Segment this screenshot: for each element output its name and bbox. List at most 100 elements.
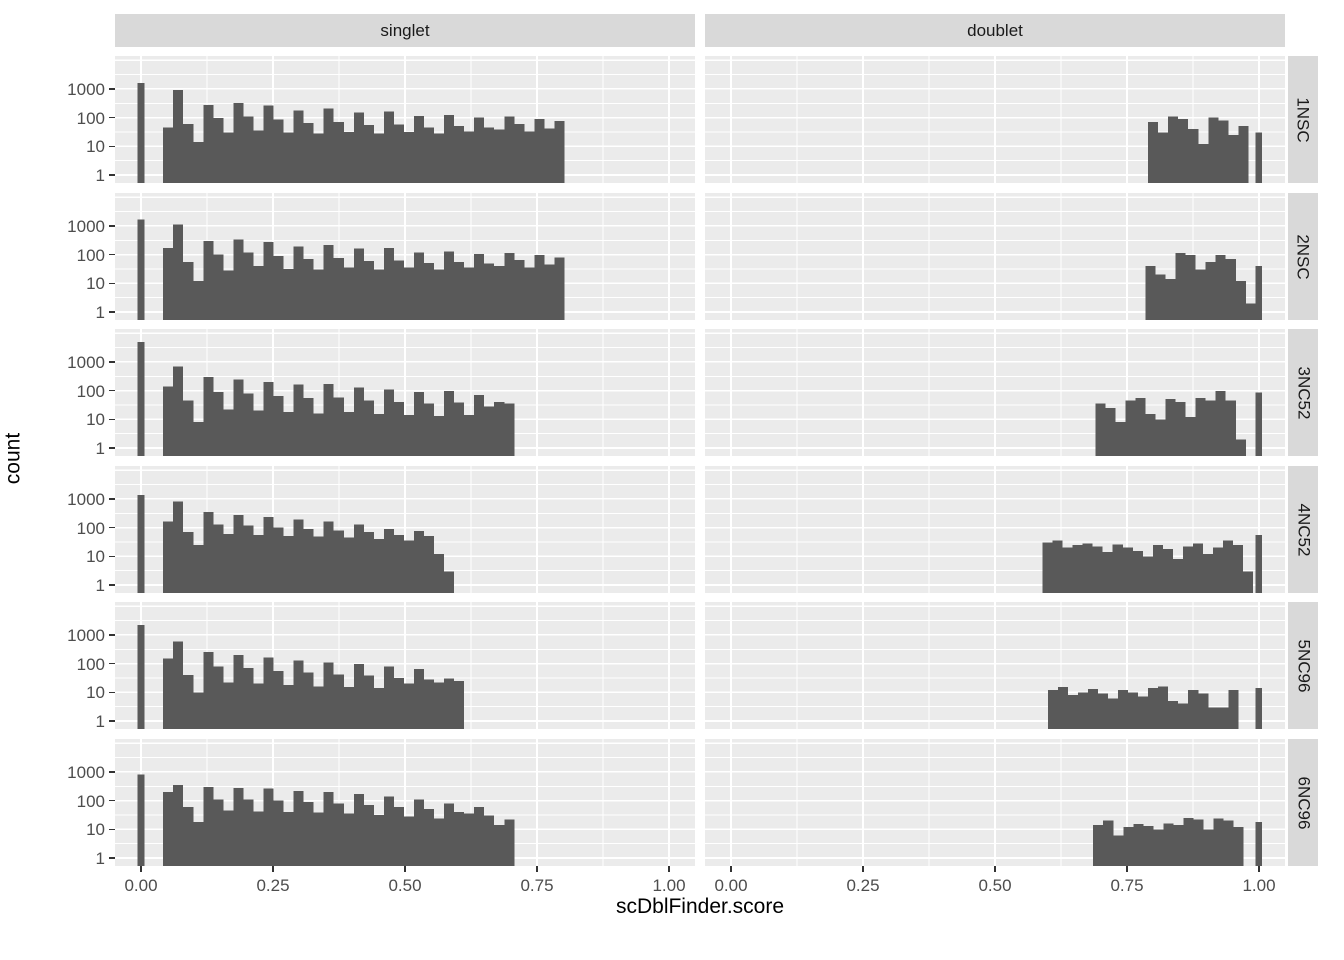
histogram-bar bbox=[393, 806, 404, 866]
histogram-bar bbox=[263, 517, 274, 593]
y-tick-label: 1 bbox=[95, 439, 105, 458]
histogram-bar bbox=[1235, 281, 1246, 320]
histogram-bar bbox=[343, 537, 354, 593]
histogram-bar bbox=[303, 259, 314, 320]
histogram-bar bbox=[173, 784, 184, 866]
histogram-bar bbox=[303, 122, 314, 183]
histogram-bar bbox=[1133, 824, 1144, 866]
y-tick-label: 10 bbox=[86, 683, 105, 703]
histogram-bar bbox=[504, 116, 515, 183]
histogram-bar bbox=[444, 251, 455, 320]
histogram-bar bbox=[1093, 825, 1104, 866]
histogram-bar bbox=[1087, 689, 1098, 729]
histogram-bar bbox=[373, 539, 384, 593]
histogram-bar bbox=[193, 544, 204, 593]
histogram-bar bbox=[293, 384, 304, 456]
histogram-bar bbox=[393, 402, 404, 456]
histogram-bar bbox=[383, 528, 394, 593]
facet-strip-top-doublet: doublet bbox=[705, 14, 1285, 47]
histogram-bar bbox=[263, 381, 274, 456]
histogram-bar bbox=[333, 397, 344, 456]
facet-strip-label: 2NSC bbox=[1294, 233, 1314, 280]
histogram-bar bbox=[303, 398, 314, 456]
histogram-bar bbox=[383, 111, 394, 183]
histogram-bar bbox=[213, 799, 224, 866]
histogram-bar bbox=[373, 814, 384, 866]
histogram-bar bbox=[383, 389, 394, 456]
histogram-bar bbox=[333, 803, 344, 866]
histogram-bar bbox=[1183, 817, 1194, 866]
histogram-bar bbox=[193, 422, 204, 456]
histogram-bar bbox=[1052, 540, 1063, 593]
facet-strip-label: 6NC96 bbox=[1294, 776, 1314, 829]
histogram-bar bbox=[253, 130, 264, 183]
y-tick-label: 1000 bbox=[67, 625, 105, 645]
x-axis-title: scDblFinder.score bbox=[615, 895, 785, 918]
histogram-bar bbox=[1255, 266, 1263, 320]
histogram-bar bbox=[474, 395, 485, 456]
histogram-bar bbox=[1198, 693, 1209, 729]
y-tick-mark bbox=[109, 361, 115, 363]
histogram-bar bbox=[173, 501, 184, 593]
histogram-bar bbox=[293, 246, 304, 320]
histogram-bar bbox=[1102, 552, 1113, 593]
histogram-bar bbox=[434, 133, 445, 183]
histogram-bar bbox=[444, 678, 455, 729]
histogram-bar bbox=[1233, 544, 1244, 593]
facet-strip-right-2NSC: 2NSC bbox=[1288, 193, 1318, 320]
histogram-bar bbox=[393, 124, 404, 183]
histogram-bar bbox=[1195, 398, 1206, 456]
histogram-bar bbox=[1255, 392, 1263, 456]
histogram-bar bbox=[253, 410, 264, 456]
histogram-bar bbox=[333, 122, 344, 183]
histogram-bar bbox=[223, 682, 234, 729]
histogram-bar bbox=[263, 105, 274, 183]
y-tick-label: 100 bbox=[76, 108, 105, 128]
histogram-bar bbox=[1215, 391, 1226, 456]
panel-doublet-1NSC bbox=[705, 56, 1285, 183]
histogram-bar bbox=[403, 540, 414, 593]
histogram-bar bbox=[1138, 696, 1149, 729]
histogram-bar bbox=[504, 403, 515, 456]
histogram-bar bbox=[203, 511, 214, 593]
histogram-bar bbox=[434, 416, 445, 456]
histogram-bar bbox=[474, 117, 485, 183]
histogram-bar bbox=[173, 641, 184, 729]
x-tick-mark bbox=[994, 866, 996, 872]
histogram-bar bbox=[313, 133, 324, 183]
histogram-bar bbox=[1182, 546, 1193, 593]
histogram-bar bbox=[163, 247, 174, 320]
histogram-bar bbox=[1175, 402, 1186, 456]
histogram-bar bbox=[183, 532, 194, 593]
histogram-bar bbox=[413, 391, 425, 456]
histogram-bar bbox=[1128, 692, 1139, 729]
histogram-bar bbox=[434, 269, 445, 320]
histogram-bar bbox=[273, 119, 284, 183]
histogram-bar bbox=[203, 240, 214, 320]
histogram-bar bbox=[1165, 279, 1176, 320]
histogram-bar bbox=[454, 680, 465, 729]
histogram-bar bbox=[1042, 542, 1053, 593]
histogram-bar bbox=[273, 671, 284, 729]
histogram-bar bbox=[454, 262, 465, 320]
histogram-bar bbox=[454, 812, 465, 866]
histogram-bar bbox=[1173, 825, 1184, 866]
histogram-bar bbox=[504, 252, 515, 320]
histogram-bar bbox=[363, 400, 374, 456]
histogram-bar bbox=[1145, 266, 1156, 320]
histogram-bar bbox=[343, 131, 354, 183]
histogram-bar bbox=[363, 532, 374, 593]
y-tick-label: 1 bbox=[95, 712, 105, 731]
histogram-bar bbox=[1228, 134, 1239, 183]
histogram-bar bbox=[243, 116, 254, 183]
histogram-bar bbox=[363, 805, 374, 866]
histogram-bar bbox=[484, 815, 495, 866]
histogram-bar bbox=[444, 114, 455, 183]
histogram-bar bbox=[137, 625, 145, 729]
y-tick-label: 1000 bbox=[67, 216, 105, 236]
histogram-bar bbox=[1105, 407, 1116, 456]
histogram-bar bbox=[223, 409, 234, 456]
histogram-bar bbox=[213, 391, 224, 456]
histogram-bars bbox=[1148, 116, 1263, 183]
